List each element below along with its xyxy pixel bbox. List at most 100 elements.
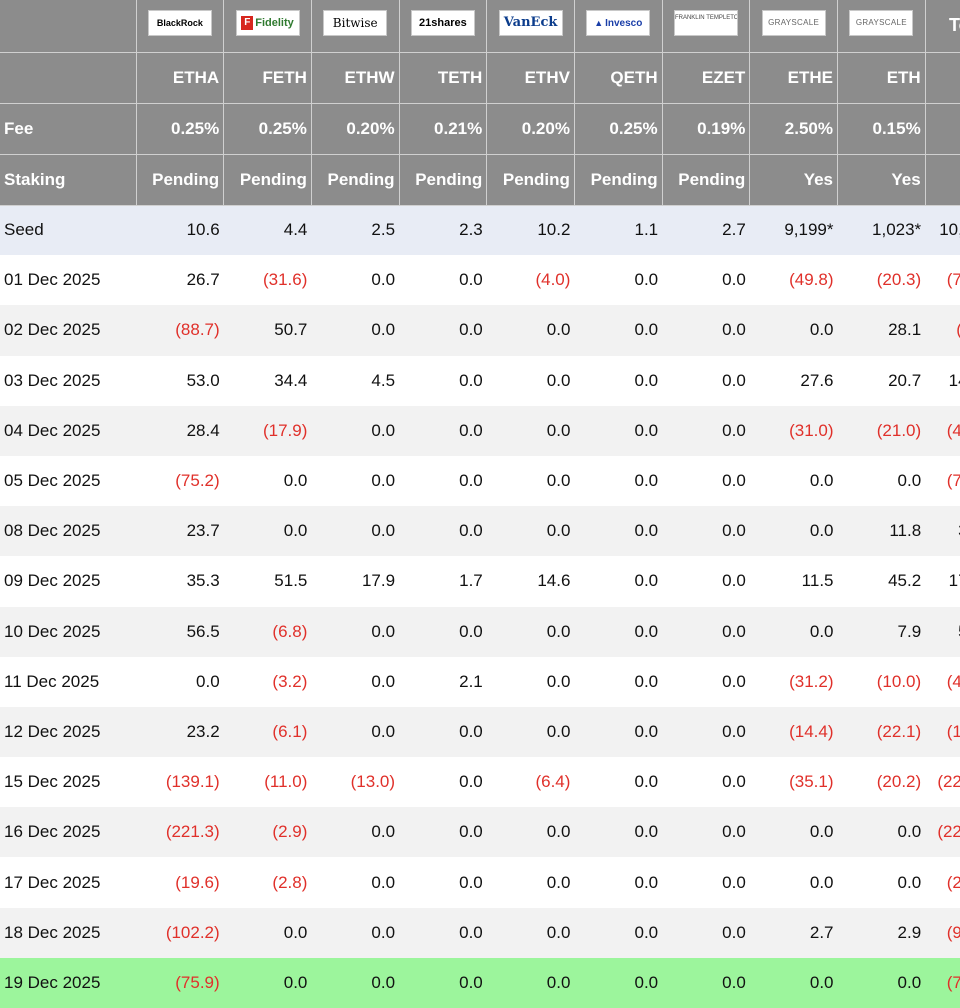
flow-cell: 9,199* bbox=[749, 205, 838, 256]
flow-cell: 0.0 bbox=[486, 305, 575, 356]
flow-cell: (13.0) bbox=[311, 757, 400, 808]
fund-logo-text: VanEck bbox=[503, 15, 558, 31]
staking-cell: Pending bbox=[311, 154, 400, 206]
flow-cell: 0.0 bbox=[662, 405, 750, 456]
total-cell: (41.5) bbox=[925, 405, 960, 456]
ticker-cell: ETHE bbox=[749, 52, 838, 104]
fund-logo-cell: VanEck bbox=[486, 0, 575, 53]
fee-cell: 0.15% bbox=[837, 103, 926, 155]
fee-cell: 0.25% bbox=[136, 103, 225, 155]
flow-cell: 0.0 bbox=[311, 255, 400, 306]
flow-cell: 0.0 bbox=[311, 606, 400, 657]
flow-cell: 0.0 bbox=[574, 506, 663, 557]
flow-cell: (2.9) bbox=[223, 807, 312, 858]
flow-cell: 0.0 bbox=[574, 405, 663, 456]
flow-cell: 0.0 bbox=[399, 305, 487, 356]
row-label: 17 Dec 2025 bbox=[0, 857, 136, 908]
total-cell: 57.6 bbox=[925, 606, 960, 657]
vaneck-logo: VanEck bbox=[498, 10, 563, 37]
flow-cell: 0.0 bbox=[749, 957, 838, 1008]
ticker-cell: ETHV bbox=[486, 52, 575, 104]
flow-cell: 0.0 bbox=[486, 606, 575, 657]
ticker-header-row: ETHA FETH ETHW TETH ETHV QETH EZET ETHE ETH bbox=[0, 52, 960, 104]
flow-cell: 0.0 bbox=[662, 606, 750, 657]
flow-cell: 0.0 bbox=[574, 807, 663, 858]
staking-header-row: Staking Pending Pending Pending Pending Pend… bbox=[0, 154, 960, 206]
flow-cell: 35.3 bbox=[136, 556, 224, 607]
staking-cell: Yes bbox=[749, 154, 838, 206]
flow-cell: (31.2) bbox=[749, 656, 838, 707]
table-row: 08 Dec 2025 23.7 0.0 0.0 0.0 0.0 0.0 0.0 0.0 11.8… bbox=[0, 506, 960, 557]
flow-cell: 53.0 bbox=[136, 355, 224, 406]
flow-cell: 0.0 bbox=[574, 606, 663, 657]
blackrock-logo: BlackRock bbox=[147, 10, 212, 37]
fund-logo-text: 21shares bbox=[419, 17, 467, 30]
logo-header-row: BlackRock F Fidelity Bitwise 21shares VanEck ▲… bbox=[0, 0, 960, 53]
staking-cell: Pending bbox=[574, 154, 663, 206]
fund-logo-cell: F Fidelity bbox=[223, 0, 312, 53]
flow-cell: 0.0 bbox=[662, 455, 750, 507]
flow-cell: 0.0 bbox=[837, 807, 926, 858]
fund-logo-cell: GRAYSCALE bbox=[749, 0, 838, 53]
flow-cell: (4.0) bbox=[486, 255, 575, 306]
total-header-blank bbox=[925, 154, 960, 206]
flow-cell: 10.2 bbox=[486, 205, 575, 256]
fund-logo-text: FRANKLIN TEMPLETON bbox=[674, 15, 738, 22]
flow-cell: 11.8 bbox=[837, 506, 926, 557]
flow-cell: 0.0 bbox=[574, 455, 663, 507]
fund-logo-text: BlackRock bbox=[156, 18, 203, 29]
fund-logo-text: Invesco bbox=[605, 18, 643, 30]
flow-cell: 0.0 bbox=[399, 355, 487, 406]
ticker-cell: TETH bbox=[399, 52, 488, 104]
table-row: 12 Dec 2025 23.2 (6.1) 0.0 0.0 0.0 0.0 0.0 (14.4… bbox=[0, 706, 960, 758]
row-label: 08 Dec 2025 bbox=[0, 506, 136, 557]
staking-cell: Pending bbox=[662, 154, 751, 206]
flow-cell: 0.0 bbox=[399, 606, 487, 657]
flow-cell: 0.0 bbox=[223, 957, 312, 1008]
flow-cell: (20.2) bbox=[837, 757, 926, 808]
flow-cell: 0.0 bbox=[574, 706, 663, 758]
flow-cell: 0.0 bbox=[486, 857, 575, 908]
flow-cell: 0.0 bbox=[662, 556, 750, 607]
flow-cell: 1,023* bbox=[837, 205, 926, 256]
fee-header-row: Fee 0.25% 0.25% 0.20% 0.21% 0.20% 0.25% 0.19% 2… bbox=[0, 103, 960, 155]
flow-cell: (139.1) bbox=[136, 757, 224, 808]
row-label: 01 Dec 2025 bbox=[0, 255, 136, 306]
flow-cell: 0.0 bbox=[574, 556, 663, 607]
fidelity-logo-mark-icon: F bbox=[241, 16, 254, 31]
ticker-cell: FETH bbox=[223, 52, 312, 104]
shares-logo: 21shares bbox=[410, 10, 475, 37]
fund-logo-text: Bitwise bbox=[332, 16, 378, 31]
flow-cell: (88.7) bbox=[136, 305, 224, 356]
table-row: 01 Dec 2025 26.7 (31.6) 0.0 0.0 (4.0) 0.0 0.0 (4… bbox=[0, 255, 960, 306]
flow-cell: (20.3) bbox=[837, 255, 926, 306]
flow-cell: 0.0 bbox=[749, 506, 838, 557]
flow-cell: (2.8) bbox=[223, 857, 312, 908]
flow-cell: (19.6) bbox=[136, 857, 224, 908]
flow-cell: 0.0 bbox=[749, 807, 838, 858]
flow-cell: 10.6 bbox=[136, 205, 224, 256]
flow-cell: 23.7 bbox=[136, 506, 224, 557]
franklin-logo: FRANKLIN TEMPLETON bbox=[673, 10, 738, 37]
flow-cell: 0.0 bbox=[662, 305, 750, 356]
total-cell: (9.9) bbox=[925, 305, 960, 356]
flow-cell: (17.9) bbox=[223, 405, 312, 456]
table-row: 04 Dec 2025 28.4 (17.9) 0.0 0.0 0.0 0.0 0.0 (31.… bbox=[0, 405, 960, 456]
flow-cell: 0.0 bbox=[837, 857, 926, 908]
fund-logo-text: GRAYSCALE bbox=[768, 18, 820, 28]
flow-cell: (22.1) bbox=[837, 706, 926, 758]
flow-cell: 0.0 bbox=[399, 255, 487, 306]
fee-label: Fee bbox=[0, 103, 137, 155]
fund-logo-text: GRAYSCALE bbox=[855, 18, 907, 28]
row-label: 02 Dec 2025 bbox=[0, 305, 136, 356]
table-row: 19 Dec 2025 (75.9) 0.0 0.0 0.0 0.0 0.0 0.0 0.0 0.… bbox=[0, 957, 960, 1008]
flow-cell: 1.7 bbox=[399, 556, 487, 607]
row-label: 03 Dec 2025 bbox=[0, 355, 136, 406]
flow-cell: 27.6 bbox=[749, 355, 838, 406]
flow-cell: 0.0 bbox=[662, 757, 750, 808]
flow-cell: 28.4 bbox=[136, 405, 224, 456]
total-cell: (22.4) bbox=[925, 857, 960, 908]
flow-cell: 0.0 bbox=[837, 455, 926, 507]
staking-cell: Yes bbox=[837, 154, 926, 206]
